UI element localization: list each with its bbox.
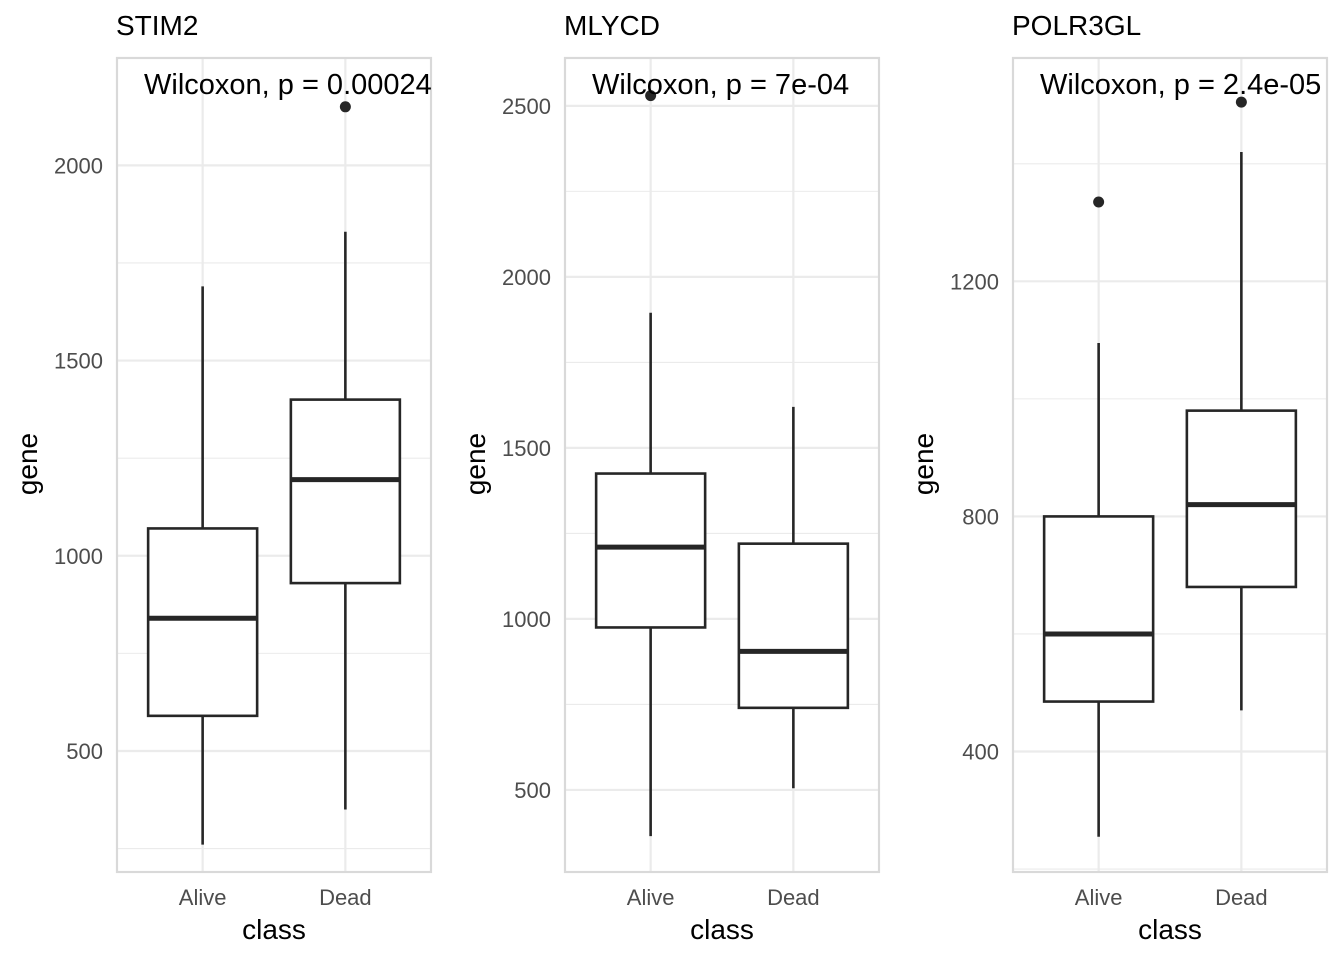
x-axis-title: class <box>242 914 306 945</box>
outlier-point <box>1093 196 1105 208</box>
y-tick-label: 1500 <box>502 436 551 461</box>
box-alive <box>1042 515 1155 703</box>
box-dead <box>737 542 850 710</box>
x-axis-title: class <box>1138 914 1202 945</box>
x-tick-label: Alive <box>1075 885 1123 910</box>
x-tick-label: Alive <box>627 885 675 910</box>
wilcoxon-annotation: Wilcoxon, p = 7e-04 <box>592 69 849 101</box>
box-alive <box>146 527 259 718</box>
y-tick-label: 500 <box>66 739 103 764</box>
y-tick-label: 2500 <box>502 94 551 119</box>
panel-title: MLYCD <box>564 10 660 41</box>
panel-border <box>1011 56 1329 874</box>
box-dead <box>289 398 402 585</box>
x-tick-label: Dead <box>319 885 372 910</box>
outlier-point <box>339 101 351 113</box>
y-axis-title: gene <box>460 433 491 495</box>
y-tick-label: 500 <box>514 778 551 803</box>
outlier-point <box>1235 96 1247 108</box>
panel-title: POLR3GL <box>1012 10 1141 41</box>
wilcoxon-annotation: Wilcoxon, p = 2.4e-05 <box>1040 69 1321 101</box>
x-tick-label: Alive <box>179 885 227 910</box>
y-tick-label: 1000 <box>502 607 551 632</box>
x-tick-label: Dead <box>767 885 820 910</box>
y-tick-label: 800 <box>962 504 999 529</box>
y-tick-label: 2000 <box>54 153 103 178</box>
x-axis-title: class <box>690 914 754 945</box>
y-axis-title: gene <box>12 433 43 495</box>
y-tick-label: 1200 <box>950 269 999 294</box>
outlier-point <box>645 90 657 102</box>
panel-title: STIM2 <box>116 10 198 41</box>
box-alive <box>594 472 707 629</box>
panel-border <box>115 56 433 874</box>
x-tick-label: Dead <box>1215 885 1268 910</box>
y-axis-title: gene <box>908 433 939 495</box>
y-tick-label: 1000 <box>54 544 103 569</box>
box-dead <box>1185 409 1298 589</box>
wilcoxon-annotation: Wilcoxon, p = 0.00024 <box>144 69 432 101</box>
y-tick-label: 1500 <box>54 349 103 374</box>
y-tick-label: 2000 <box>502 265 551 290</box>
y-tick-label: 400 <box>962 740 999 765</box>
panel-border <box>563 56 881 874</box>
